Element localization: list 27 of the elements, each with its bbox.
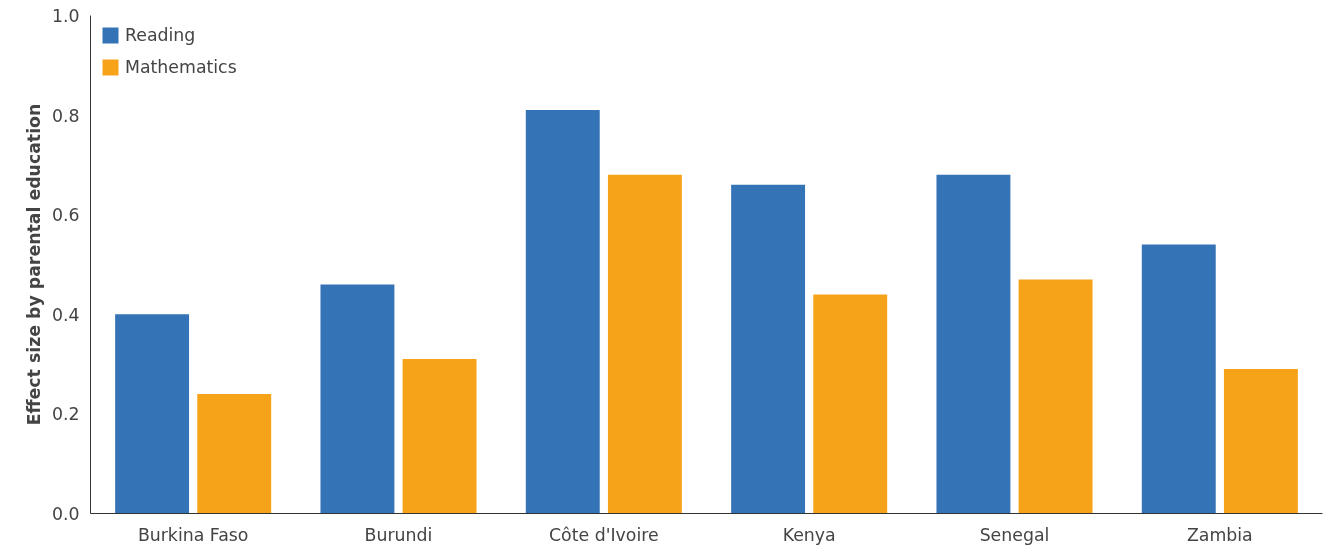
bar [813, 294, 888, 514]
bar [115, 314, 190, 514]
y-tick-label: 0.2 [51, 404, 80, 425]
bar [402, 359, 477, 514]
y-tick-label: 0.4 [51, 304, 80, 325]
x-tick-label: Côte d'Ivoire [549, 524, 659, 545]
bar [731, 184, 806, 514]
bar [197, 393, 272, 514]
x-tick-label: Burkina Faso [137, 524, 249, 545]
x-tick-label: Kenya [782, 524, 836, 545]
bar [607, 174, 682, 514]
y-tick-label: 1.0 [51, 6, 80, 26]
y-tick-label: 0.0 [51, 504, 80, 524]
bar [1141, 244, 1216, 514]
x-tick-label: Burundi [364, 524, 433, 545]
bar [525, 110, 600, 514]
legend-label: Reading [125, 25, 196, 45]
bar [936, 174, 1011, 514]
x-tick-label: Zambia [1186, 524, 1253, 545]
legend-label: Mathematics [125, 57, 237, 77]
bar [1223, 369, 1298, 514]
x-tick-label: Senegal [979, 524, 1050, 545]
y-tick-label: 0.8 [51, 105, 80, 126]
y-axis-title: Effect size by parental education [23, 103, 44, 426]
y-tick-label: 0.6 [51, 205, 80, 226]
bar [320, 284, 395, 514]
bar [1018, 279, 1093, 514]
